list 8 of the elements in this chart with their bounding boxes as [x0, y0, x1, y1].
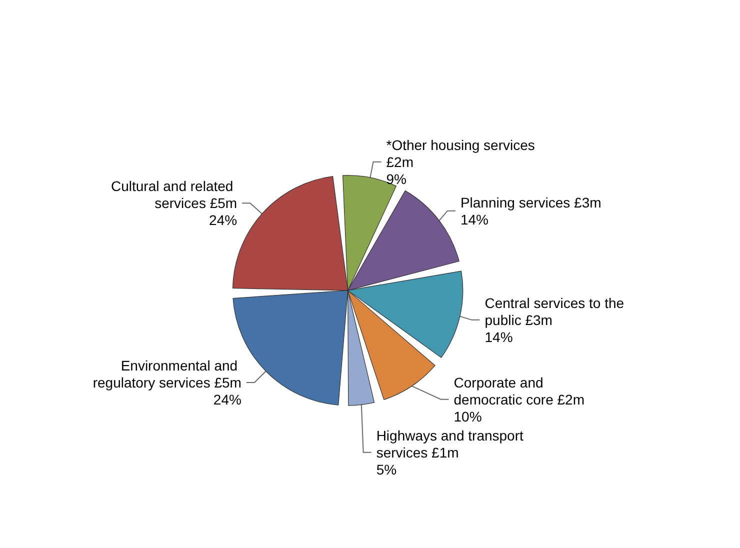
data-label: £2m 9%	[386, 154, 414, 187]
slice-label: *Other housing services	[386, 136, 539, 153]
slice-label: Environmental and regulatory services £5m 24%	[92, 357, 242, 408]
slice-label: Corporate and democratic core £2m 10%	[454, 374, 584, 424]
slice-label: Planning services £3m 14%	[460, 194, 602, 228]
slice-label: Highways and transport services £1m 5%	[376, 427, 528, 478]
slice-label: Cultural and related services £5m 24%	[111, 178, 238, 228]
slice-label: Central services to the public £3m 14%	[484, 294, 628, 345]
